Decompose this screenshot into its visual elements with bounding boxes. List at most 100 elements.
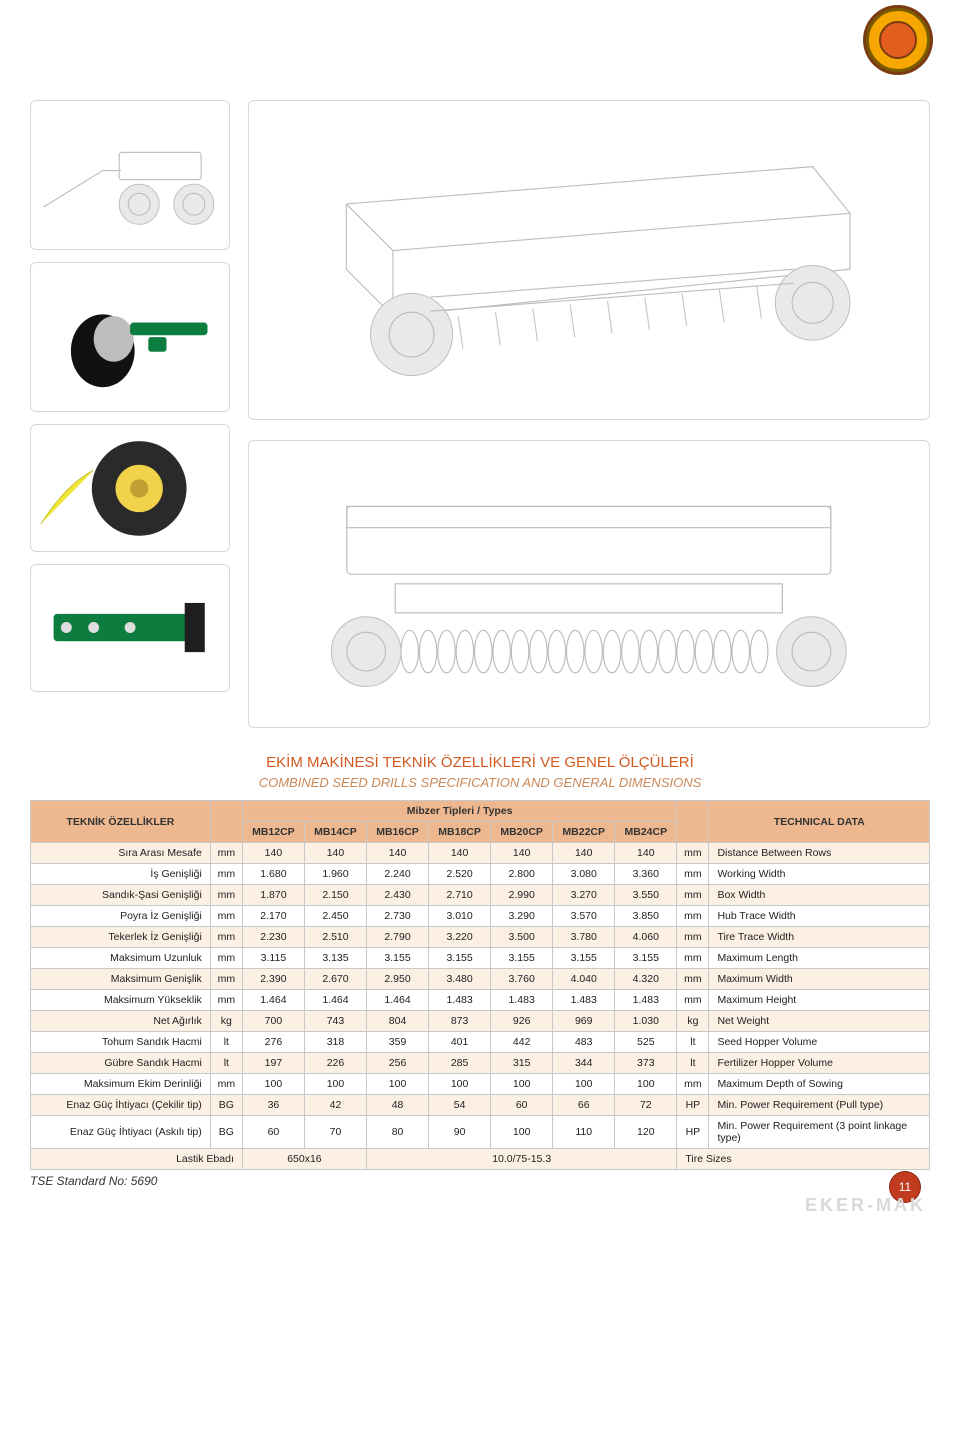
row-label-tr: Maksimum Yükseklik (31, 990, 211, 1011)
row-value: 90 (429, 1116, 491, 1149)
row-value: 256 (367, 1053, 429, 1074)
row-value: 2.390 (242, 969, 304, 990)
row-unit-right: HP (677, 1095, 709, 1116)
table-row: Gübre Sandık Hacmilt19722625628531534437… (31, 1053, 930, 1074)
row-value: 42 (304, 1095, 366, 1116)
row-value: 3.155 (491, 948, 553, 969)
table-row: Lastik Ebadı650x1610.0/75-15.3Tire Sizes (31, 1149, 930, 1170)
row-value: 226 (304, 1053, 366, 1074)
row-value: 2.670 (304, 969, 366, 990)
row-unit-right: kg (677, 1011, 709, 1032)
row-value: 315 (491, 1053, 553, 1074)
row-value: 3.500 (491, 927, 553, 948)
row-value: 3.080 (553, 864, 615, 885)
row-label-en: Maximum Length (709, 948, 930, 969)
table-row: Tohum Sandık Hacmilt27631835940144248352… (31, 1032, 930, 1053)
row-value: 1.483 (553, 990, 615, 1011)
figure-trailed-drill-line (30, 100, 230, 250)
row-value: 1.680 (242, 864, 304, 885)
row-unit: mm (210, 843, 242, 864)
row-value: 3.290 (491, 906, 553, 927)
table-row: Sandık-Şasi Genişliğimm1.8702.1502.4302.… (31, 885, 930, 906)
row-value: 3.780 (553, 927, 615, 948)
row-value: 700 (242, 1011, 304, 1032)
row-label-en: Hub Trace Width (709, 906, 930, 927)
row-value: 3.550 (615, 885, 677, 906)
table-row: Maksimum Yükseklikmm1.4641.4641.4641.483… (31, 990, 930, 1011)
row-value: 1.483 (491, 990, 553, 1011)
row-value: 873 (429, 1011, 491, 1032)
row-value: 3.010 (429, 906, 491, 927)
table-row: Maksimum Genişlikmm2.3902.6702.9503.4803… (31, 969, 930, 990)
table-row: Enaz Güç İhtiyacı (Çekilir tip)BG3642485… (31, 1095, 930, 1116)
row-value: 120 (615, 1116, 677, 1149)
row-label-tr: Maksimum Genişlik (31, 969, 211, 990)
row-value: 2.990 (491, 885, 553, 906)
row-value: 3.760 (491, 969, 553, 990)
row-label-en: Box Width (709, 885, 930, 906)
row-value: 3.155 (553, 948, 615, 969)
row-value: 70 (304, 1116, 366, 1149)
row-value: 140 (242, 843, 304, 864)
row-value: 969 (553, 1011, 615, 1032)
row-value: 2.950 (367, 969, 429, 990)
row-value: 100 (304, 1074, 366, 1095)
row-label-tr: Tekerlek İz Genişliği (31, 927, 211, 948)
th-model: MB24CP (615, 822, 677, 843)
row-unit-right: mm (677, 1074, 709, 1095)
row-value: 100 (615, 1074, 677, 1095)
row-value: 100 (367, 1074, 429, 1095)
row-label-en: Min. Power Requirement (3 point linkage … (709, 1116, 930, 1149)
row-value: 2.800 (491, 864, 553, 885)
row-label-en: Tire Sizes (677, 1149, 930, 1170)
row-value: 2.510 (304, 927, 366, 948)
row-label-en: Tire Trace Width (709, 927, 930, 948)
th-types: Mibzer Tipleri / Types (242, 801, 676, 822)
row-label-tr: Lastik Ebadı (31, 1149, 243, 1170)
table-row: Maksimum Uzunlukmm3.1153.1353.1553.1553.… (31, 948, 930, 969)
row-unit-right: mm (677, 969, 709, 990)
row-unit-right: mm (677, 864, 709, 885)
row-unit: mm (210, 906, 242, 927)
row-value: 926 (491, 1011, 553, 1032)
row-label-en: Net Weight (709, 1011, 930, 1032)
row-value: 2.170 (242, 906, 304, 927)
row-value: 100 (491, 1074, 553, 1095)
row-value: 804 (367, 1011, 429, 1032)
row-value: 2.450 (304, 906, 366, 927)
row-unit: lt (210, 1032, 242, 1053)
th-model: MB18CP (429, 822, 491, 843)
row-value: 650x16 (242, 1149, 366, 1170)
row-value: 743 (304, 1011, 366, 1032)
figure-disc-marker (30, 262, 230, 412)
figure-hitch (30, 564, 230, 692)
spec-table: TEKNİK ÖZELLİKLER Mibzer Tipleri / Types… (30, 800, 930, 1170)
row-label-en: Maximum Height (709, 990, 930, 1011)
table-row: Poyra İz Genişliğimm2.1702.4502.7303.010… (31, 906, 930, 927)
row-value: 1.483 (429, 990, 491, 1011)
row-label-tr: Maksimum Uzunluk (31, 948, 211, 969)
figure-isometric-drill (248, 100, 930, 420)
row-value: 2.430 (367, 885, 429, 906)
row-unit-right: HP (677, 1116, 709, 1149)
row-label-en: Maximum Width (709, 969, 930, 990)
row-unit: mm (210, 927, 242, 948)
row-value: 140 (367, 843, 429, 864)
row-value: 2.730 (367, 906, 429, 927)
row-label-en: Seed Hopper Volume (709, 1032, 930, 1053)
row-value: 1.483 (615, 990, 677, 1011)
row-unit-right: mm (677, 927, 709, 948)
row-unit-right: lt (677, 1053, 709, 1074)
row-value: 1.030 (615, 1011, 677, 1032)
row-value: 276 (242, 1032, 304, 1053)
row-value: 140 (491, 843, 553, 864)
table-row: Maksimum Ekim Derinliğimm100100100100100… (31, 1074, 930, 1095)
row-value: 66 (553, 1095, 615, 1116)
th-model: MB20CP (491, 822, 553, 843)
row-value: 1.464 (304, 990, 366, 1011)
row-value: 100 (553, 1074, 615, 1095)
row-unit: mm (210, 990, 242, 1011)
row-unit: kg (210, 1011, 242, 1032)
row-unit: BG (210, 1095, 242, 1116)
row-label-en: Distance Between Rows (709, 843, 930, 864)
